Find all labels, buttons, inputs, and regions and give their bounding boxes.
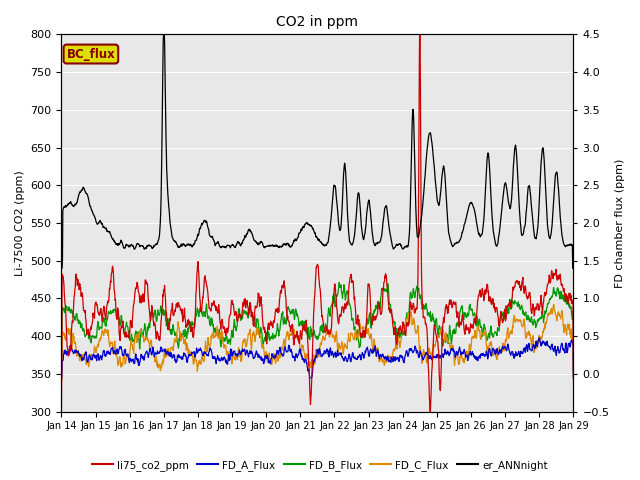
Title: CO2 in ppm: CO2 in ppm [276, 15, 358, 29]
Legend: li75_co2_ppm, FD_A_Flux, FD_B_Flux, FD_C_Flux, er_ANNnight: li75_co2_ppm, FD_A_Flux, FD_B_Flux, FD_C… [88, 456, 552, 475]
Y-axis label: Li-7500 CO2 (ppm): Li-7500 CO2 (ppm) [15, 170, 25, 276]
Text: BC_flux: BC_flux [67, 48, 115, 60]
Y-axis label: FD chamber flux (ppm): FD chamber flux (ppm) [615, 158, 625, 288]
